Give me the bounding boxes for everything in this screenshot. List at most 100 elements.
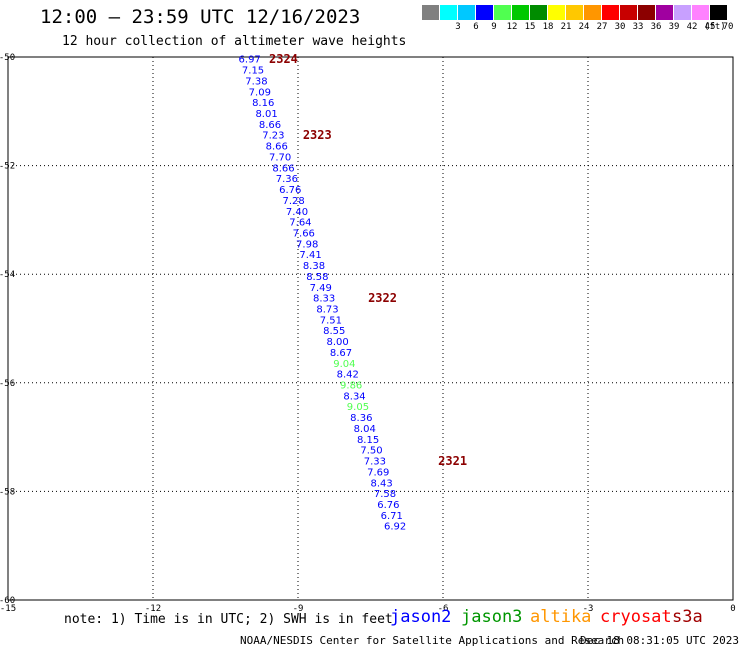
legend-swatch <box>494 5 511 20</box>
footnote: note: 1) Time is in UTC; 2) SWH is in fe… <box>64 612 393 627</box>
data-point-label: 9.86 <box>340 381 362 392</box>
data-point-label: 7.58 <box>374 489 396 500</box>
legend-swatch <box>440 5 457 20</box>
data-point-label: 7.38 <box>245 76 267 87</box>
satellite-label-s3a: s3a <box>672 607 703 627</box>
color-scale-legend: 3 6 9 12 15 18 21 24 27 30 33 36 39 42 45 70 <box>422 5 733 35</box>
data-point-label: 8.00 <box>327 337 349 348</box>
data-point-label: 8.01 <box>255 109 277 120</box>
data-point-label: 8.67 <box>330 348 352 359</box>
y-tick-label: -60 <box>0 596 15 606</box>
legend-swatch <box>692 5 709 20</box>
data-point-label: 8.34 <box>343 391 365 402</box>
legend-swatch <box>422 5 439 20</box>
data-point-label: 7.41 <box>299 250 321 261</box>
data-point-label: 8.04 <box>354 424 376 435</box>
data-point-label: 6.92 <box>384 522 406 533</box>
legend-label: 27 <box>596 22 608 32</box>
data-point-label: 9.04 <box>333 359 355 370</box>
legend-label: 9 <box>491 22 497 32</box>
legend-label: 30 <box>614 22 626 32</box>
data-point-label: 8.73 <box>316 304 338 315</box>
legend-swatch <box>476 5 493 20</box>
data-point-label: 8.66 <box>259 120 281 131</box>
legend-swatch <box>530 5 547 20</box>
data-point-label: 7.28 <box>283 196 305 207</box>
legend-swatch <box>512 5 529 20</box>
data-point-label: 6.76 <box>279 185 301 196</box>
data-point-label: 8.58 <box>306 272 328 283</box>
data-point-label: 7.23 <box>262 131 284 142</box>
data-point-label: 6.71 <box>381 511 403 522</box>
chart-title: 12:00 – 23:59 UTC 12/16/2023 <box>40 6 361 28</box>
data-point-label: 7.51 <box>320 315 342 326</box>
y-tick-label: -50 <box>0 53 15 63</box>
x-tick-label: -9 <box>293 604 304 614</box>
legend-label: 36 <box>650 22 662 32</box>
pass-number-label: 2324 <box>269 52 298 66</box>
y-tick-label: -58 <box>0 487 15 497</box>
data-point-label: 7.33 <box>364 457 386 468</box>
y-tick-label: -52 <box>0 162 15 172</box>
legend-label: 33 <box>632 22 644 32</box>
data-point-label: 8.38 <box>303 261 325 272</box>
legend-label: 18 <box>542 22 554 32</box>
satellite-label-cryosat: cryosat <box>600 607 672 627</box>
data-point-label: 7.15 <box>242 66 264 77</box>
x-tick-label: 0 <box>730 604 735 614</box>
data-point-label: 6.76 <box>377 500 399 511</box>
legend-unit: (ft) <box>704 22 726 32</box>
data-point-label: 7.66 <box>293 228 315 239</box>
data-point-label: 7.50 <box>360 446 382 457</box>
legend-swatch <box>620 5 637 20</box>
legend-label: 15 <box>524 22 536 32</box>
data-point-label: 8.16 <box>252 98 274 109</box>
data-point-label: 7.64 <box>289 218 311 229</box>
x-tick-label: -3 <box>583 604 594 614</box>
data-point-label: 8.33 <box>313 294 335 305</box>
legend-label: 21 <box>560 22 572 32</box>
chart-subtitle: 12 hour collection of altimeter wave hei… <box>62 34 407 49</box>
data-point-label: 8.36 <box>350 413 372 424</box>
plot-frame <box>7 56 734 601</box>
x-tick-label: -12 <box>145 604 161 614</box>
data-point-label: 7.49 <box>310 283 332 294</box>
data-point-label: 8.66 <box>272 163 294 174</box>
legend-swatch <box>584 5 601 20</box>
data-point-label: 7.69 <box>367 467 389 478</box>
pass-number-label: 2321 <box>438 454 467 468</box>
legend-label: 12 <box>506 22 518 32</box>
y-tick-label: -56 <box>0 379 15 389</box>
legend-swatch <box>602 5 619 20</box>
legend-swatch <box>458 5 475 20</box>
data-point-label: 8.15 <box>357 435 379 446</box>
data-point-label: 7.40 <box>286 207 308 218</box>
x-tick-label: -15 <box>0 604 16 614</box>
legend-label: 3 <box>455 22 461 32</box>
data-point-label: 8.43 <box>370 478 392 489</box>
data-point-label: 7.09 <box>249 87 271 98</box>
footer-credit: NOAA/NESDIS Center for Satellite Applica… <box>240 634 625 647</box>
legend-swatch <box>566 5 583 20</box>
pass-number-label: 2322 <box>368 291 397 305</box>
legend-swatch <box>674 5 691 20</box>
pass-number-label: 2323 <box>303 128 332 142</box>
legend-label: 39 <box>668 22 680 32</box>
legend-swatch <box>656 5 673 20</box>
satellite-label-jason2: jason2 <box>390 607 452 627</box>
x-tick-label: -6 <box>438 604 449 614</box>
data-point-label: 9.05 <box>347 402 369 413</box>
data-point-label: 8.66 <box>266 142 288 153</box>
legend-swatch <box>638 5 655 20</box>
legend-label: 6 <box>473 22 479 32</box>
data-point-label: 8.55 <box>323 326 345 337</box>
legend-label: 42 <box>686 22 698 32</box>
data-point-label: 6.97 <box>239 55 261 66</box>
legend-swatch <box>710 5 727 20</box>
data-point-label: 8.42 <box>337 370 359 381</box>
y-tick-label: -54 <box>0 270 15 280</box>
legend-label: 70 <box>722 22 734 32</box>
satellite-label-jason3: jason3 <box>461 607 523 627</box>
